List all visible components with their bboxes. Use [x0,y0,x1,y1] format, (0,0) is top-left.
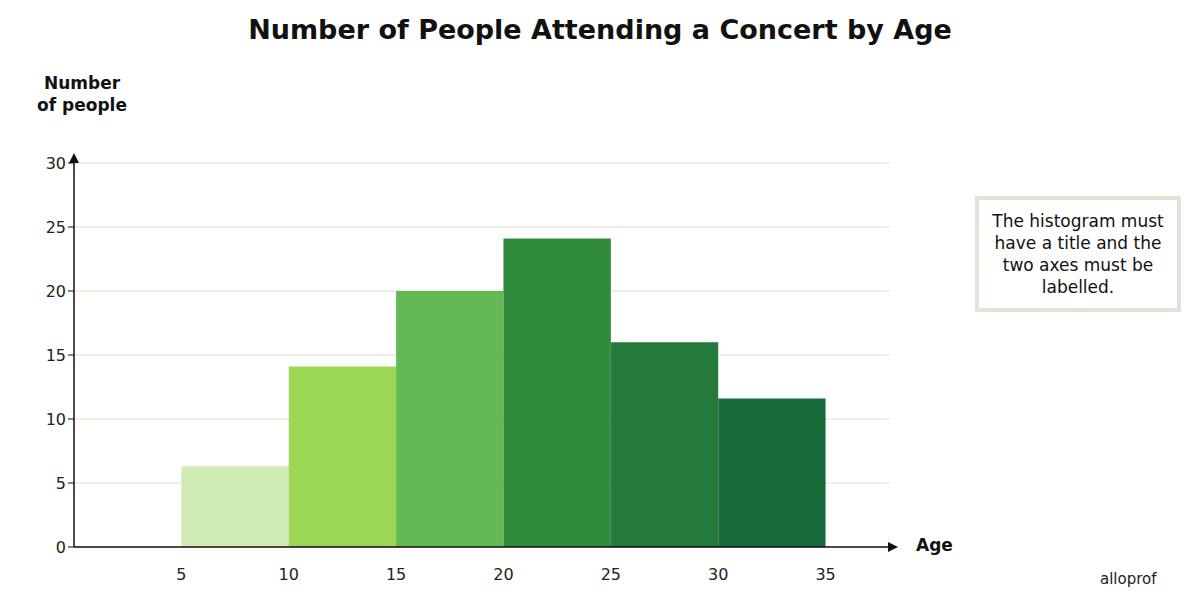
html-text:Number: Number [43,73,121,93]
html-text:The histogram must have a titl: The histogram must have a title and the … [992,211,1164,297]
svg-text:20: 20 [46,282,66,301]
svg-text:5: 5 [56,474,66,493]
svg-text:10: 10 [46,410,66,429]
svg-text:15: 15 [386,565,406,584]
svg-text:5: 5 [176,565,186,584]
html-text:Number of People Attending a C: Number of People Attending a Concert by … [248,14,952,45]
html-text:of people: of people [37,95,127,115]
svg-text:35: 35 [815,565,835,584]
html-text:alloprof: alloprof [1100,570,1157,588]
svg-text:10: 10 [279,565,299,584]
svg-text:0: 0 [56,538,66,557]
html-text:Age: Age [916,535,953,555]
svg-text:15: 15 [46,346,66,365]
svg-text:30: 30 [708,565,728,584]
svg-text:25: 25 [601,565,621,584]
svg-text:20: 20 [493,565,513,584]
svg-text:25: 25 [46,218,66,237]
svg-text:30: 30 [46,154,66,173]
